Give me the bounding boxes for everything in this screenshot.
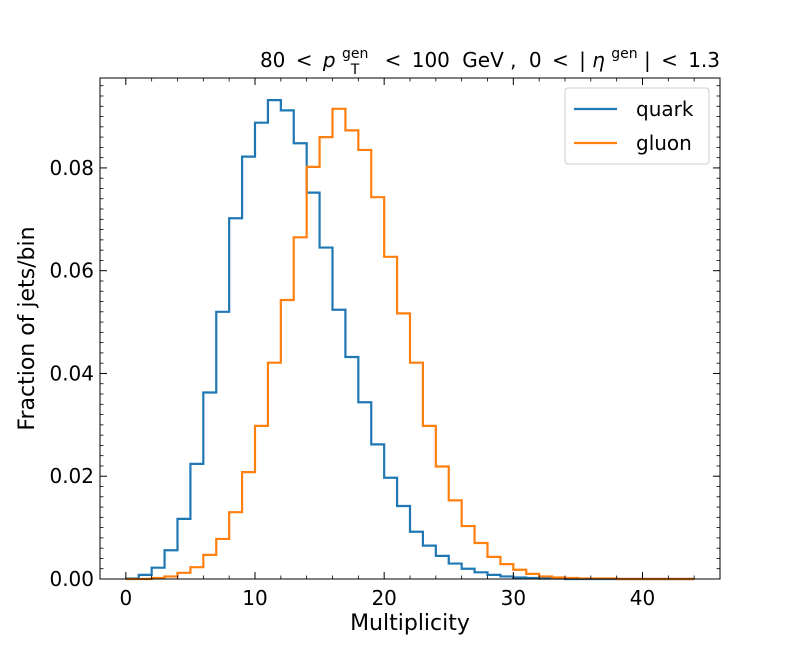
y-tick-label-0: 0.00	[49, 567, 94, 591]
x-tick-label-4: 40	[630, 586, 655, 610]
series-gluon	[125, 107, 695, 581]
title-eta-low: 0	[529, 48, 542, 72]
title-pt-symbol: p	[322, 48, 336, 72]
plot-frame	[99, 77, 721, 580]
title-pt-sub: T	[350, 62, 360, 78]
chart-title: 80 < p gen T < 100 GeV , 0 < | η gen | <…	[260, 39, 720, 79]
title-lt-2: <	[385, 48, 402, 72]
y-tick-label-2: 0.04	[49, 361, 94, 385]
title-eta-sup: gen	[611, 46, 637, 62]
y-axis-label: Fraction of jets/bin	[15, 226, 40, 430]
title-lt-4: <	[661, 48, 678, 72]
legend: quark gluon	[564, 87, 710, 165]
x-tick-label-2: 20	[371, 586, 396, 610]
title-pt-sup: gen	[342, 46, 368, 62]
title-sep: ,	[510, 48, 516, 72]
legend-label-gluon: gluon	[636, 131, 692, 155]
tick-layer: 0 10 20 30 40 0.00 0.02 0.04 0.06 0.08	[49, 78, 721, 610]
title-pt-high: 100	[412, 48, 450, 72]
title-eta-high: 1.3	[688, 48, 720, 72]
x-axis-label: Multiplicity	[350, 611, 470, 636]
series-quark	[125, 99, 695, 581]
x-tick-label-0: 0	[119, 586, 132, 610]
series-layer	[125, 99, 695, 581]
title-eta-symbol: η	[592, 48, 605, 72]
y-tick-label-1: 0.02	[49, 464, 94, 488]
legend-label-quark: quark	[636, 97, 694, 121]
legend-box	[564, 87, 710, 165]
title-lt-3: <	[552, 48, 569, 72]
y-tick-label-3: 0.06	[49, 259, 94, 283]
x-tick-label-3: 30	[501, 586, 526, 610]
title-unit: GeV	[462, 48, 504, 72]
y-tick-label-4: 0.08	[49, 156, 94, 180]
title-lt-1: <	[296, 48, 313, 72]
x-tick-label-1: 10	[242, 586, 267, 610]
title-pt-low: 80	[260, 48, 285, 72]
